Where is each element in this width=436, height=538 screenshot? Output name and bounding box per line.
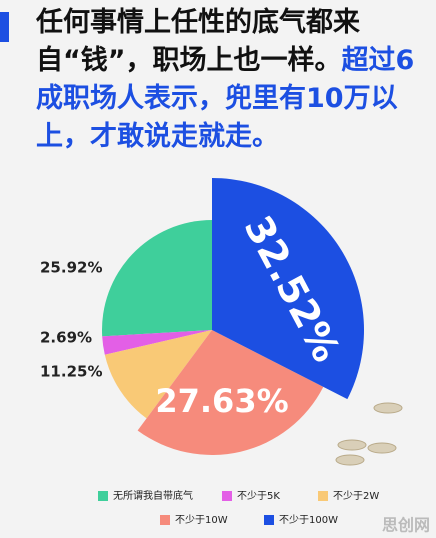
title-text: 任何事情上任性的底气都来自“钱”，职场上也一样。 (36, 7, 360, 76)
pie-slice (101, 220, 212, 337)
pie-slice (212, 178, 364, 400)
legend-swatch (222, 491, 232, 501)
legend-swatch (98, 491, 108, 501)
legend-label: 不少于100W (279, 514, 338, 526)
legend-label: 无所谓我自带底气 (113, 489, 193, 502)
title-highlight: 超过6成职场人表示，兜里有10万以上，才敢说走就走。 (36, 45, 415, 152)
pie-slice (102, 330, 212, 355)
legend-label: 不少于2W (333, 490, 379, 502)
legend-swatch (160, 515, 170, 525)
value-label: 2.69% (40, 329, 92, 347)
accent-bar (0, 12, 9, 42)
value-label: 27.63% (155, 382, 288, 420)
pie-slice (104, 330, 212, 419)
value-label: 25.92% (40, 259, 102, 277)
watermark: 思创网 (382, 516, 430, 535)
legend-label: 不少于10W (175, 514, 228, 526)
value-label: 11.25% (40, 363, 102, 381)
legend-label: 不少于5K (237, 490, 280, 502)
title: 任何事情上任性的底气都来自“钱”，职场上也一样。超过6成职场人表示，兜里有10万… (36, 4, 428, 156)
pie-slice (137, 330, 324, 456)
legend-swatch (318, 491, 328, 501)
legend-swatch (264, 515, 274, 525)
coins (335, 402, 403, 466)
